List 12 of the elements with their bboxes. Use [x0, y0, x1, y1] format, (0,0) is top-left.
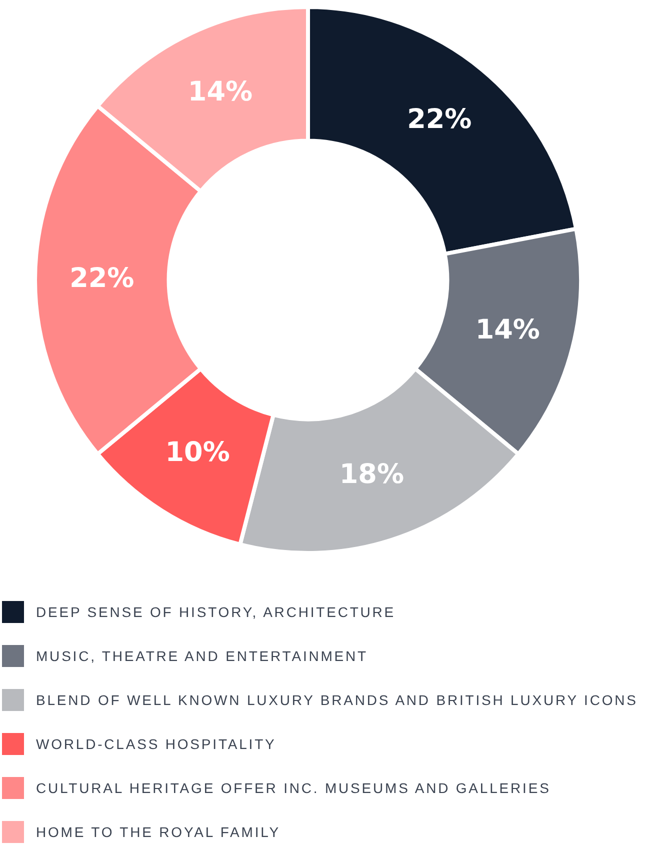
- data-label: 18%: [339, 459, 404, 490]
- legend-label: WORLD-CLASS HOSPITALITY: [36, 736, 276, 752]
- data-label: 22%: [407, 104, 472, 136]
- data-label: 22%: [70, 263, 134, 294]
- data-label: 10%: [165, 437, 230, 468]
- data-label: 14%: [188, 76, 253, 108]
- legend-label: CULTURAL HERITAGE OFFER INC. MUSEUMS AND GALLERIES: [36, 780, 551, 796]
- data-label: 14%: [475, 314, 540, 346]
- legend-label: MUSIC, THEATRE AND ENTERTAINMENT: [36, 648, 368, 664]
- legend-label: BLEND OF WELL KNOWN LUXURY BRANDS AND BRITISH LUXURY ICONS: [36, 692, 638, 708]
- legend-label: DEEP SENSE OF HISTORY, ARCHITECTURE: [36, 604, 396, 620]
- legend-label: HOME TO THE ROYAL FAMILY: [36, 824, 280, 840]
